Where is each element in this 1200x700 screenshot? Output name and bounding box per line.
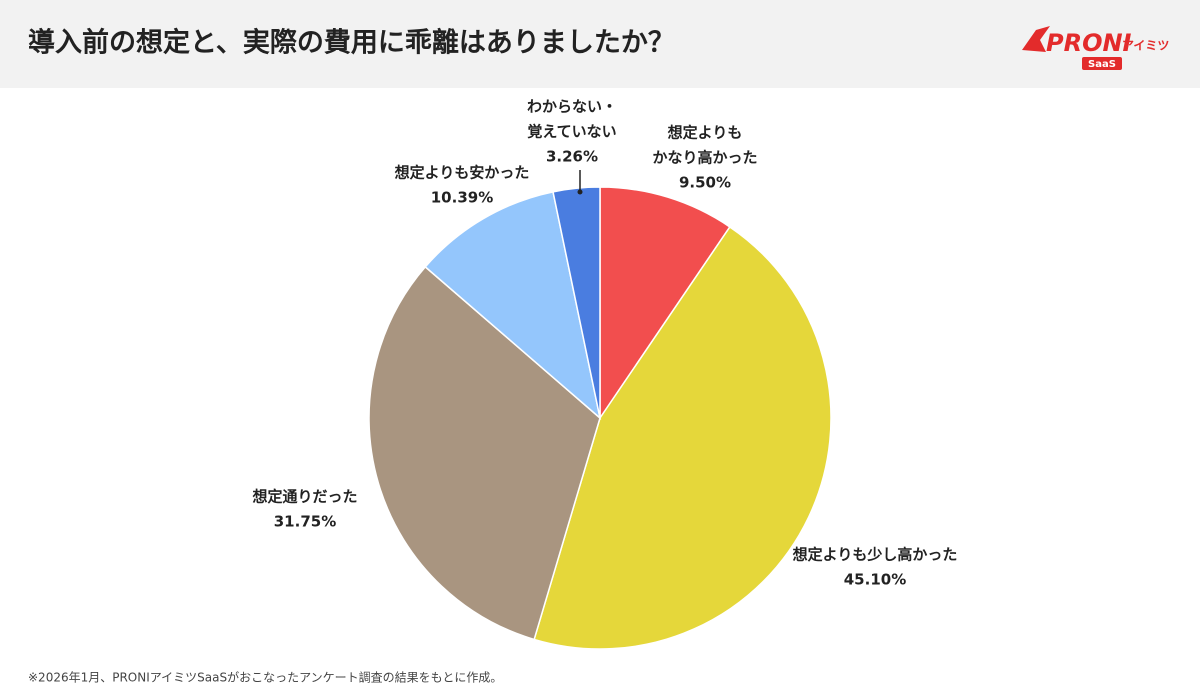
logo: PRONI アイミツ SaaS [1022,26,1169,70]
slice-label: 想定通りだった [251,488,357,506]
slice-label: かなり高かった [652,149,757,167]
slice-label: 想定よりも少し高かった [792,546,958,564]
logo-tag: SaaS [1088,59,1116,70]
logo-mark [1022,26,1050,52]
pie-slice [533,225,832,650]
logo-sub: アイミツ [1122,39,1169,53]
slice-label: わからない・ [527,98,617,116]
value-label: 10.39% [431,189,493,207]
value-label: 31.75% [274,513,336,531]
slice-label: 想定よりも安かった [394,164,530,182]
pie-slice [552,186,601,419]
leader-dot [577,189,583,195]
slice-label: 覚えていない [527,123,616,141]
value-label: 3.26% [546,148,598,166]
pie-slice [368,265,601,641]
logo-tag-bg [1082,57,1122,70]
pie-slice [424,190,602,421]
value-label: 45.10% [844,571,906,589]
value-label: 9.50% [679,174,731,192]
pie-slice [599,186,731,421]
slice-label: 想定よりも [667,124,743,142]
footnote: ※2026年1月、PRONIアイミツSaaSがおこなったアンケート調査の結果をも… [28,670,502,685]
logo-brand: PRONI [1046,29,1132,57]
header-band [0,0,1200,88]
title: 導入前の想定と、実際の費用に乖離はありましたか？ [28,27,675,59]
